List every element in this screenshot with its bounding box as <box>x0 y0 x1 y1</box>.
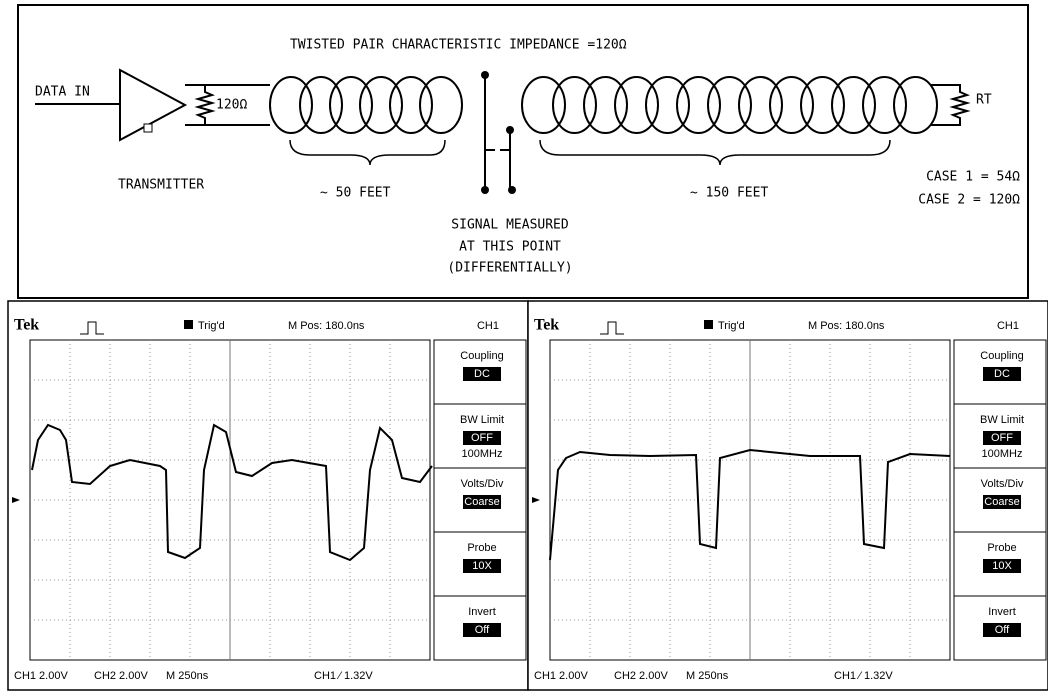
menu-value: OFF <box>991 432 1013 444</box>
page: TWISTED PAIR CHARACTERISTIC IMPEDANCE =1… <box>0 0 1048 691</box>
length-label: ~ 50 FEET <box>320 186 391 201</box>
measure-note: AT THIS POINT <box>459 240 561 255</box>
scope-screens: Tek Trig'd M Pos: 180.0ns CH1 Coupling DC BW L… <box>8 301 1048 690</box>
menu-value: DC <box>474 368 490 380</box>
menu-value: Off <box>475 624 490 636</box>
terminator-label: RT <box>976 93 992 108</box>
scope: Tek Trig'd M Pos: 180.0ns CH1 Coupling DC BW L… <box>8 301 528 690</box>
menu-label: Invert <box>988 606 1016 618</box>
scope: Tek Trig'd M Pos: 180.0ns CH1 Coupling DC BW L… <box>528 301 1048 690</box>
channel: CH1 <box>477 320 499 332</box>
trigger-icon <box>184 320 193 329</box>
channel: CH1 <box>997 320 1019 332</box>
case-label: CASE 2 = 120Ω <box>918 193 1020 208</box>
menu-label: Coupling <box>980 350 1023 362</box>
brand: Tek <box>14 317 39 334</box>
menu-label: BW Limit <box>460 414 504 426</box>
footer-readout: CH2 2.00V <box>94 670 148 682</box>
menu-note: 100MHz <box>982 448 1023 460</box>
footer-readout: M 250ns <box>166 670 209 682</box>
brace <box>290 140 445 165</box>
footer-readout: CH1 2.00V <box>534 670 588 682</box>
menu-value: DC <box>994 368 1010 380</box>
probe-wires <box>485 75 510 190</box>
circuit-diagram: TWISTED PAIR CHARACTERISTIC IMPEDANCE =1… <box>18 5 1028 298</box>
twisted-pair <box>270 77 937 133</box>
node <box>481 186 489 194</box>
menu-value: Off <box>995 624 1010 636</box>
menu-value: 10X <box>472 560 492 572</box>
menu-label: Probe <box>987 542 1016 554</box>
footer-readout: CH1 2.00V <box>14 670 68 682</box>
length-label: ~ 150 FEET <box>690 186 768 201</box>
twist-loop <box>420 77 462 133</box>
brace <box>540 140 890 165</box>
menu-label: Invert <box>468 606 496 618</box>
menu-note: 100MHz <box>462 448 503 460</box>
footer-readout: CH1 ⁄ 1.32V <box>314 670 373 682</box>
menu-value: OFF <box>471 432 493 444</box>
measure-note: SIGNAL MEASURED <box>451 218 569 233</box>
footer-readout: CH2 2.00V <box>614 670 668 682</box>
resistor-label: 120Ω <box>216 98 247 113</box>
node <box>506 126 514 134</box>
menu-value: Coarse <box>464 496 499 508</box>
footer-readout: M 250ns <box>686 670 729 682</box>
case-label: CASE 1 = 54Ω <box>926 170 1020 185</box>
menu-value: Coarse <box>984 496 1019 508</box>
trigger-status: Trig'd <box>718 320 745 332</box>
node <box>508 186 516 194</box>
trigger-status: Trig'd <box>198 320 225 332</box>
position: M Pos: 180.0ns <box>288 320 365 332</box>
diagram-title: TWISTED PAIR CHARACTERISTIC IMPEDANCE =1… <box>290 38 627 53</box>
menu-label: BW Limit <box>980 414 1024 426</box>
position: M Pos: 180.0ns <box>808 320 885 332</box>
footer-readout: CH1 ⁄ 1.32V <box>834 670 893 682</box>
brand: Tek <box>534 317 559 334</box>
input-label: DATA IN <box>35 85 90 100</box>
menu-value: 10X <box>992 560 1012 572</box>
trigger-icon <box>704 320 713 329</box>
measure-note: (DIFFERENTIALLY) <box>447 261 572 276</box>
menu-label: Volts/Div <box>981 478 1024 490</box>
node <box>481 71 489 79</box>
enable-pin <box>144 124 152 132</box>
transmitter-label: TRANSMITTER <box>118 178 204 193</box>
menu-label: Coupling <box>460 350 503 362</box>
menu-label: Volts/Div <box>461 478 504 490</box>
menu-label: Probe <box>467 542 496 554</box>
terminator-resistor <box>930 85 967 125</box>
